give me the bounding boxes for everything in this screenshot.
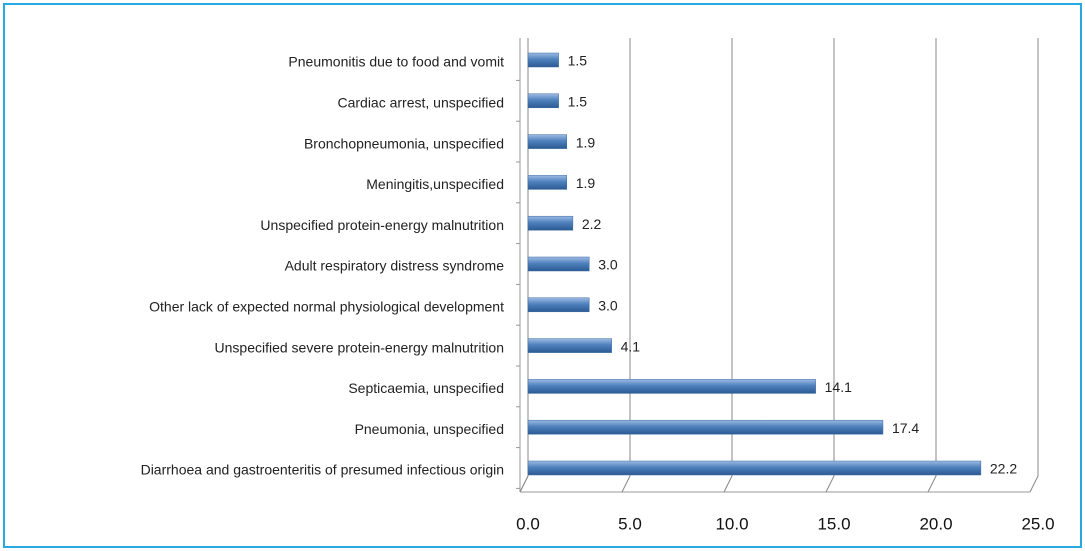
category-label: Other lack of expected normal physiologi… — [149, 299, 504, 315]
value-label: 3.0 — [598, 298, 618, 314]
grid-line — [825, 38, 835, 493]
value-label: 1.5 — [568, 53, 588, 69]
bar — [527, 52, 559, 68]
value-label: 1.5 — [568, 94, 588, 110]
value-label: 4.1 — [621, 338, 641, 354]
category-label: Adult respiratory distress syndrome — [285, 258, 505, 274]
category-label: Unspecified protein-energy malnutrition — [260, 217, 504, 233]
grid-line — [621, 38, 631, 493]
value-label: 2.2 — [582, 216, 602, 232]
grid-line — [1029, 38, 1039, 493]
category-label: Diarrhoea and gastroenteritis of presume… — [141, 462, 504, 478]
category-label: Pneumonitis due to food and vomit — [288, 54, 504, 70]
x-tick-label: 0.0 — [516, 514, 540, 533]
x-tick-label: 5.0 — [618, 514, 642, 533]
bar — [527, 93, 559, 109]
bar — [527, 175, 568, 190]
value-label: 3.0 — [598, 257, 618, 273]
bar — [527, 134, 568, 149]
value-label: 1.9 — [576, 134, 596, 150]
bar — [527, 338, 612, 353]
category-label: Bronchopneumonia, unspecified — [304, 135, 504, 151]
bar — [527, 256, 590, 272]
grid-line — [723, 38, 733, 493]
x-tick-label: 10.0 — [715, 514, 748, 533]
x-tick-label: 15.0 — [817, 514, 850, 533]
value-label: 22.2 — [990, 461, 1017, 477]
grid-line — [927, 38, 937, 493]
category-label: Meningitis,unspecified — [366, 176, 504, 192]
category-label: Unspecified severe protein-energy malnut… — [215, 339, 504, 355]
value-label: 14.1 — [825, 379, 852, 395]
bar — [527, 460, 982, 476]
category-label: Cardiac arrest, unspecified — [337, 95, 504, 111]
bar — [527, 379, 816, 394]
bar — [527, 419, 884, 435]
bar — [527, 215, 574, 231]
x-tick-label: 20.0 — [919, 514, 952, 533]
value-label: 17.4 — [892, 420, 919, 436]
category-label: Pneumonia, unspecified — [355, 421, 504, 437]
category-label: Septicaemia, unspecified — [348, 380, 504, 396]
bar — [527, 297, 590, 313]
x-tick-label: 25.0 — [1021, 514, 1054, 533]
value-label: 1.9 — [576, 175, 596, 191]
